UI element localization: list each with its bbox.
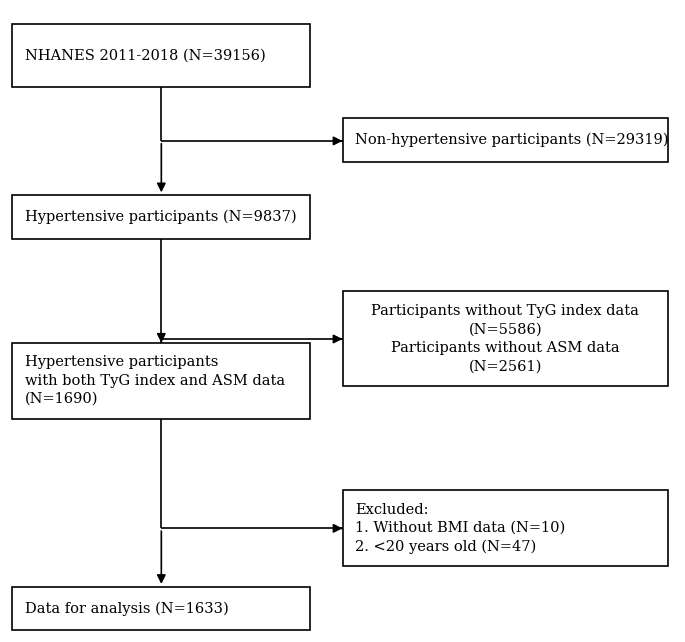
FancyBboxPatch shape: [12, 587, 310, 630]
FancyBboxPatch shape: [342, 490, 668, 566]
Text: Excluded:
1. Without BMI data (N=10)
2. <20 years old (N=47): Excluded: 1. Without BMI data (N=10) 2. …: [355, 503, 565, 554]
FancyBboxPatch shape: [12, 24, 310, 87]
Text: Hypertensive participants (N=9837): Hypertensive participants (N=9837): [25, 210, 297, 224]
Text: NHANES 2011-2018 (N=39156): NHANES 2011-2018 (N=39156): [25, 48, 265, 62]
Text: Participants without TyG index data
(N=5586)
Participants without ASM data
(N=25: Participants without TyG index data (N=5…: [371, 304, 639, 374]
FancyBboxPatch shape: [12, 195, 310, 239]
Text: Non-hypertensive participants (N=29319): Non-hypertensive participants (N=29319): [355, 133, 669, 147]
FancyBboxPatch shape: [342, 291, 668, 386]
FancyBboxPatch shape: [12, 343, 310, 419]
Text: Data for analysis (N=1633): Data for analysis (N=1633): [25, 602, 228, 616]
FancyBboxPatch shape: [342, 118, 668, 162]
Text: Hypertensive participants
with both TyG index and ASM data
(N=1690): Hypertensive participants with both TyG …: [25, 355, 285, 406]
